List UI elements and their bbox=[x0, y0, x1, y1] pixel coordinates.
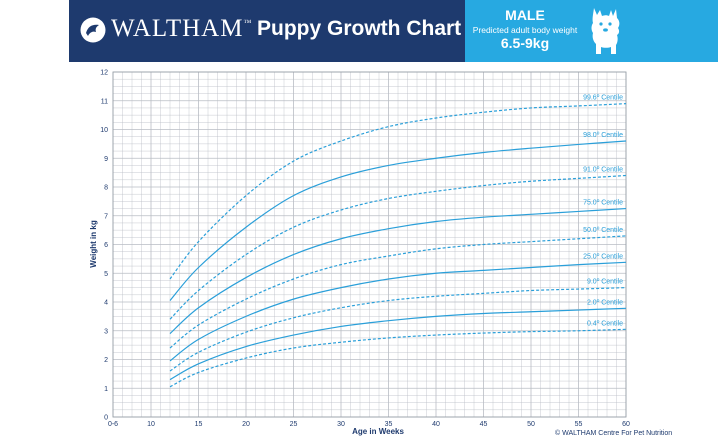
series-label: 75.0º Centile bbox=[583, 200, 623, 207]
series-label: 0.4º Centile bbox=[587, 320, 623, 327]
series-label: 99.6º Centile bbox=[583, 95, 623, 102]
centile-curve bbox=[169, 207, 627, 335]
footer-credit: © WALTHAM Centre For Pet Nutrition bbox=[555, 430, 673, 437]
x-tick-label: 35 bbox=[385, 421, 393, 428]
y-tick-label: 3 bbox=[104, 328, 108, 335]
centile-curve bbox=[169, 287, 627, 372]
centile-curve bbox=[169, 174, 627, 320]
x-tick-label: 25 bbox=[290, 421, 298, 428]
x-tick-label: 50 bbox=[527, 421, 535, 428]
waltham-logo-icon bbox=[80, 17, 106, 43]
series-label: 25.0º Centile bbox=[583, 253, 623, 260]
x-tick-label: 55 bbox=[575, 421, 583, 428]
y-tick-label: 10 bbox=[100, 127, 108, 134]
x-axis-ticks: 0-6 10 15 20 25 30 35 40 45 50 55 60 bbox=[108, 421, 630, 428]
series-label: 50.0º Centile bbox=[583, 227, 623, 234]
centile-curve bbox=[169, 328, 627, 388]
series-labels: 99.6º Centile 98.0º Centile 91.0º Centile 7… bbox=[583, 95, 623, 328]
y-tick-label: 7 bbox=[104, 213, 108, 220]
centile-curves bbox=[169, 103, 627, 388]
x-tick-label: 30 bbox=[337, 421, 345, 428]
weight-subtitle: Predicted adult body weight bbox=[472, 25, 578, 35]
x-tick-label: 20 bbox=[242, 421, 250, 428]
x-tick-label: 15 bbox=[195, 421, 203, 428]
brand-panel: WALTHAM™ Puppy Growth Chart bbox=[69, 0, 465, 62]
centile-curve bbox=[169, 261, 627, 362]
y-tick-label: 11 bbox=[101, 98, 108, 105]
info-panel: MALE Predicted adult body weight 6.5-9kg bbox=[465, 0, 718, 62]
centile-curve bbox=[169, 307, 627, 381]
centile-curve bbox=[169, 140, 627, 301]
x-axis-label: Age in Weeks bbox=[352, 427, 404, 436]
series-label: 91.0º Centile bbox=[583, 167, 623, 174]
y-tick-label: 12 bbox=[100, 70, 108, 77]
x-tick-label: 40 bbox=[432, 421, 440, 428]
x-tick-label: 0-6 bbox=[108, 421, 118, 428]
trademark-symbol: ™ bbox=[243, 18, 253, 27]
sex-label: MALE bbox=[505, 7, 545, 23]
centile-curve bbox=[169, 235, 627, 349]
brand-name: WALTHAM™ bbox=[111, 15, 252, 43]
chart-grid bbox=[112, 71, 627, 418]
chart-header: WALTHAM™ Puppy Growth Chart MALE Predict… bbox=[69, 0, 718, 62]
y-tick-label: 0 bbox=[104, 415, 108, 422]
y-tick-label: 6 bbox=[104, 242, 108, 249]
y-tick-label: 5 bbox=[104, 271, 108, 278]
series-label: 9.0º Centile bbox=[587, 279, 623, 286]
y-tick-label: 9 bbox=[104, 156, 108, 163]
y-axis-label: Weight in kg bbox=[89, 220, 98, 268]
y-tick-label: 4 bbox=[104, 300, 108, 307]
x-tick-label: 60 bbox=[622, 421, 630, 428]
y-tick-label: 1 bbox=[104, 386, 108, 393]
x-tick-label: 10 bbox=[147, 421, 155, 428]
plot-frame bbox=[112, 71, 627, 418]
x-tick-label: 45 bbox=[480, 421, 488, 428]
series-label: 98.0º Centile bbox=[583, 132, 623, 139]
page-title: Puppy Growth Chart bbox=[257, 17, 462, 40]
weight-range: 6.5-9kg bbox=[500, 35, 550, 51]
series-label: 2.0º Centile bbox=[587, 299, 623, 306]
westie-dog-icon bbox=[591, 8, 620, 54]
brand-text: WALTHAM bbox=[111, 15, 244, 42]
y-tick-label: 8 bbox=[104, 185, 108, 192]
y-tick-label: 2 bbox=[104, 357, 108, 364]
